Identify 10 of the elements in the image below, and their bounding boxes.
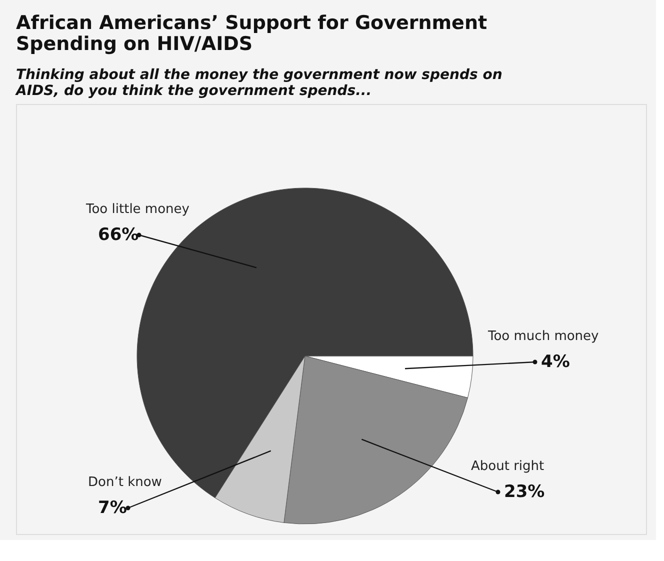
data-label: 66% [98, 225, 139, 245]
chart-title: African Americans’ Support for Government Spending on HIV/AIDS [16, 12, 488, 55]
slice-label: About right [471, 459, 544, 474]
slice-label: Don’t know [88, 475, 162, 490]
chart-subtitle: Thinking about all the money the government now spends on AIDS, do you think the government spends... [15, 67, 502, 99]
slice-label: Too much money [487, 329, 600, 344]
slice-label: Too little money [85, 202, 190, 217]
data-label: 4% [541, 352, 570, 372]
data-label: 7% [98, 498, 127, 518]
data-label: 23% [504, 482, 545, 502]
